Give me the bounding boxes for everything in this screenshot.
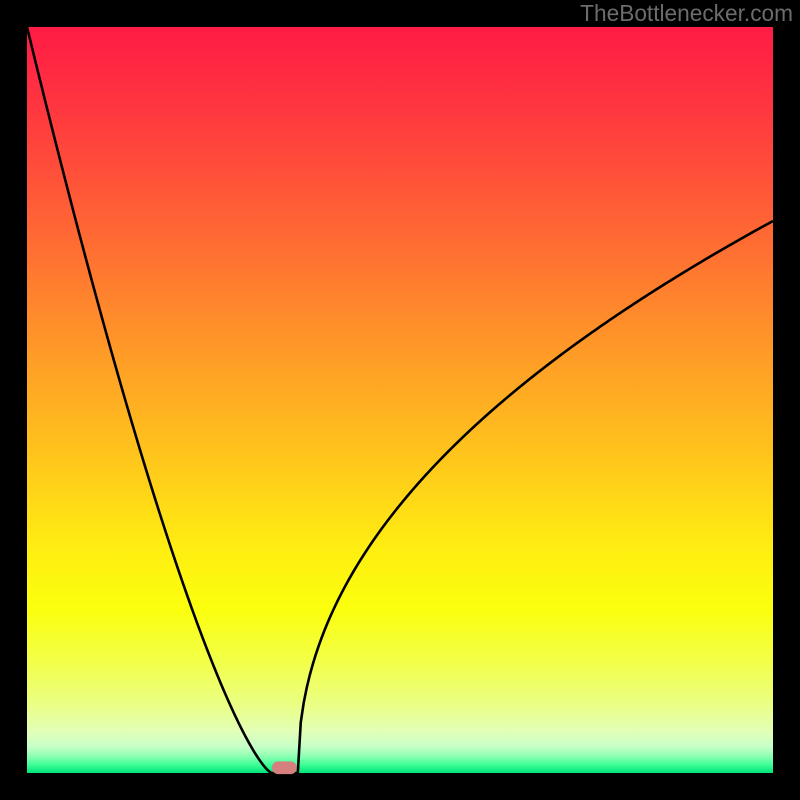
plot-area [27, 27, 773, 773]
minimum-marker [272, 761, 297, 774]
watermark-text: TheBottlenecker.com [580, 0, 793, 27]
chart-stage: TheBottlenecker.com [0, 0, 800, 800]
chart-svg [0, 0, 800, 800]
